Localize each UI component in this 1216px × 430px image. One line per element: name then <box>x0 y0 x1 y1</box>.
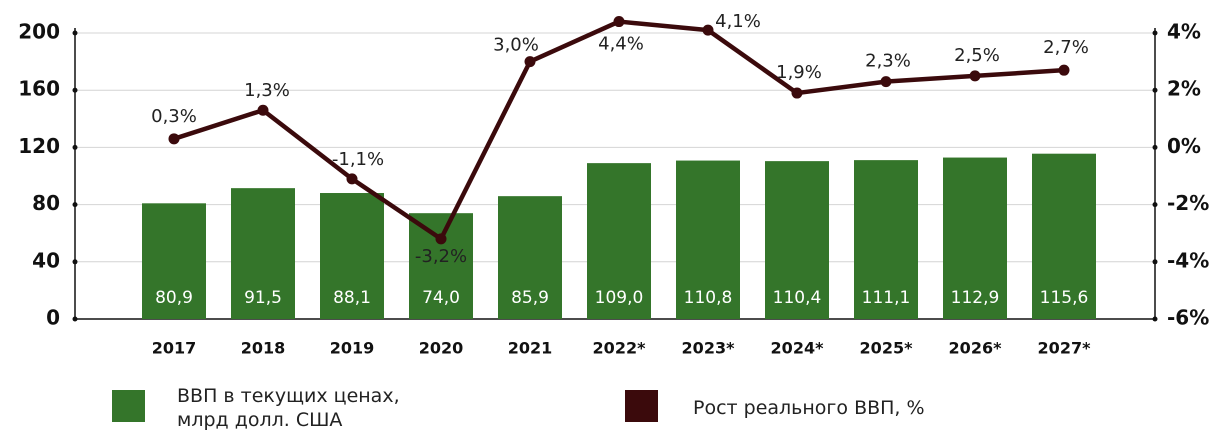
bar <box>498 196 562 319</box>
bar-value-label: 85,9 <box>511 288 549 308</box>
line-marker <box>1058 64 1070 76</box>
x-tick-label: 2027* <box>1038 339 1092 358</box>
y2-tick-label: -6% <box>1167 306 1209 330</box>
bar <box>587 163 651 319</box>
y-tick-label: 200 <box>18 20 60 44</box>
bar <box>854 160 918 319</box>
bar-value-label: 109,0 <box>595 288 644 308</box>
x-tick-label: 2023* <box>682 339 736 358</box>
chart: 0 40 80 120 160 200 -6% -4% -2% 0% 2% 4% 2017 2018 201… <box>18 11 1209 358</box>
x-tick-label: 2018 <box>241 339 286 358</box>
line-marker <box>435 233 447 245</box>
line-marker <box>791 87 803 99</box>
line-marker <box>969 70 981 82</box>
line-value-label: 4,4% <box>598 34 644 55</box>
bar <box>320 193 384 319</box>
bar <box>231 188 295 319</box>
bar-value-label: 110,4 <box>773 288 822 308</box>
x-tick-label: 2017 <box>152 339 197 358</box>
line-marker <box>524 56 536 68</box>
x-tick-label: 2024* <box>771 339 825 358</box>
y2-tick-label: 0% <box>1167 134 1201 158</box>
bar <box>1032 153 1096 319</box>
legend-swatch <box>625 390 658 422</box>
bar-value-label: 80,9 <box>155 288 193 308</box>
line-value-label: 0,3% <box>151 106 197 127</box>
line-value-label: -1,1% <box>332 149 384 170</box>
bar-value-label: 111,1 <box>862 288 911 308</box>
bar-value-label: 88,1 <box>333 288 371 308</box>
bar-value-label: 115,6 <box>1040 288 1089 308</box>
bar <box>765 161 829 319</box>
bar-value-label: 112,9 <box>951 288 1000 308</box>
line-marker <box>702 24 714 36</box>
y2-tick-label: 4% <box>1167 20 1201 44</box>
y2-tick-label: 2% <box>1167 77 1201 101</box>
y-tick-label: 40 <box>32 248 60 272</box>
line-marker <box>613 16 625 28</box>
bar <box>409 213 473 319</box>
line-value-label: -3,2% <box>415 246 467 267</box>
bar-value-label: 110,8 <box>684 288 733 308</box>
x-tick-label: 2026* <box>949 339 1003 358</box>
line-value-label: 1,3% <box>244 80 290 101</box>
y-tick-label: 160 <box>18 77 60 101</box>
y-tick-label: 120 <box>18 134 60 158</box>
line-value-label: 2,5% <box>954 45 1000 66</box>
x-tick-label: 2022* <box>593 339 647 358</box>
line-value-label: 1,9% <box>776 62 822 83</box>
y-tick-label: 0 <box>46 306 60 330</box>
bar-value-label: 91,5 <box>244 288 282 308</box>
line-marker <box>168 133 180 145</box>
y2-tick-label: -4% <box>1167 248 1209 272</box>
legend-swatch <box>112 390 145 422</box>
line-marker <box>346 173 358 185</box>
line-marker <box>880 76 892 88</box>
legend-label: Рост реального ВВП, % <box>693 397 925 419</box>
line-value-label: 4,1% <box>715 11 761 32</box>
bar-value-label: 74,0 <box>422 288 460 308</box>
bar <box>676 160 740 319</box>
bar <box>142 203 206 319</box>
x-tick-label: 2020 <box>419 339 464 358</box>
legend-label: ВВП в текущих ценах, млрд долл. США <box>177 385 400 430</box>
bar <box>943 157 1007 319</box>
line-value-label: 3,0% <box>493 35 539 56</box>
x-tick-label: 2019 <box>330 339 375 358</box>
x-tick-label: 2025* <box>860 339 914 358</box>
line-marker <box>257 104 269 116</box>
line-value-label: 2,7% <box>1043 37 1089 58</box>
line-value-label: 2,3% <box>865 51 911 72</box>
y2-tick-label: -2% <box>1167 191 1209 215</box>
x-tick-label: 2021 <box>508 339 553 358</box>
y-tick-label: 80 <box>32 191 60 215</box>
